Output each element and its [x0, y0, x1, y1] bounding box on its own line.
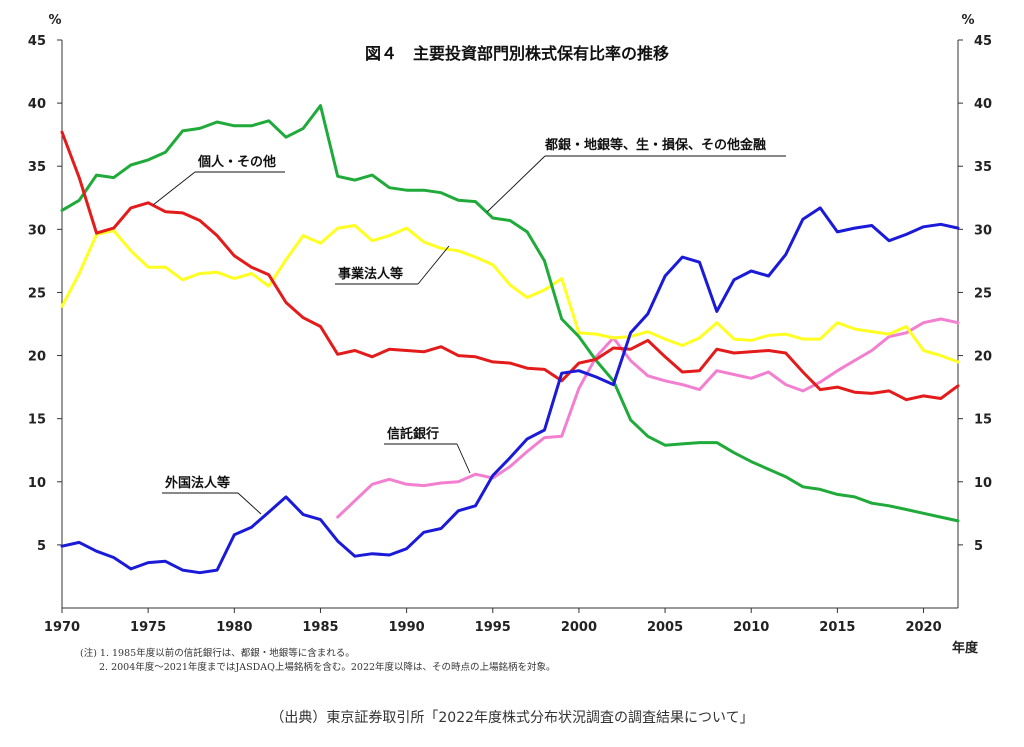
x-tick-label: 1995 [475, 620, 511, 635]
right-y-tick-label: 20 [974, 350, 992, 365]
individual-leader-line [152, 171, 196, 206]
left-y-tick-label: 20 [28, 350, 46, 365]
left-y-tick-label: 40 [28, 97, 46, 112]
x-tick-label: 2005 [647, 620, 683, 635]
series-line-2 [60, 130, 960, 402]
left-y-tick-label: 5 [37, 539, 46, 554]
individual-series-label: 個人・その他 [197, 154, 276, 170]
business-leader-line [417, 245, 450, 285]
right-y-tick-label: 25 [974, 286, 992, 301]
finance-leader-line [486, 155, 546, 213]
trust-leader-line [456, 443, 471, 474]
series-line-3 [60, 224, 960, 364]
right-y-tick-label: 30 [974, 223, 992, 238]
left-y-tick-label: 25 [28, 286, 46, 301]
right-y-tick-label: 45 [974, 34, 992, 49]
x-tick-label: 2000 [561, 620, 597, 635]
left-y-tick-label: 30 [28, 223, 46, 238]
x-tick-label: 1980 [216, 620, 252, 635]
right-y-tick-label: 35 [974, 160, 992, 175]
series-lines [60, 104, 960, 575]
finance-series-label: 都銀・地銀等、生・損保、その他金融 [544, 137, 766, 153]
right-y-tick-label: 5 [974, 539, 983, 554]
trust-series-label-group: 信託銀行 [384, 426, 471, 474]
right-y-tick-label: 10 [974, 476, 992, 491]
series-line-5 [60, 206, 960, 575]
finance-series-label-group: 都銀・地銀等、生・損保、その他金融 [486, 137, 786, 213]
series-line-4 [336, 317, 960, 519]
x-axis-label: 年度 [952, 640, 979, 656]
individual-series-label-group: 個人・その他 [152, 154, 285, 206]
foreign-series-label: 外国法人等 [164, 475, 230, 491]
left-y-tick-label: 45 [28, 34, 46, 49]
left-y-tick-label: 10 [28, 476, 46, 491]
foreign-leader-line [237, 492, 262, 515]
x-tick-label: 1985 [302, 620, 338, 635]
business-series-label-group: 事業法人等 [335, 245, 450, 285]
chart-title: 図４ 主要投資部門別株式保有比率の推移 [365, 44, 669, 63]
left-y-tick-label: 15 [28, 413, 46, 428]
x-tick-label: 1970 [44, 620, 80, 635]
left-y-axis-unit: % [48, 13, 61, 28]
right-y-tick-label: 40 [974, 97, 992, 112]
x-tick-label: 2010 [733, 620, 769, 635]
footnote-2: 2. 2004年度～2021年度まではJASDAQ上場銘柄を含む。2022年度以… [99, 662, 556, 673]
trust-series-label: 信託銀行 [387, 426, 439, 442]
x-tick-label: 2015 [819, 620, 855, 635]
x-tick-label: 1975 [130, 620, 166, 635]
foreign-series-label-group: 外国法人等 [162, 475, 262, 515]
left-y-tick-label: 35 [28, 160, 46, 175]
right-y-axis-unit: % [961, 13, 974, 28]
x-tick-label: 2020 [905, 620, 941, 635]
series-line-1 [60, 104, 960, 523]
footnote-1: (注) 1. 1985年度以前の信託銀行は、都銀・地銀等に含まれる。 [80, 648, 355, 659]
source-citation: （出典）東京証券取引所「2022年度株式分布状況調査の調査結果について」 [270, 710, 754, 726]
business-series-label: 事業法人等 [338, 266, 403, 282]
right-y-tick-label: 15 [974, 413, 992, 428]
x-tick-label: 1990 [389, 620, 425, 635]
